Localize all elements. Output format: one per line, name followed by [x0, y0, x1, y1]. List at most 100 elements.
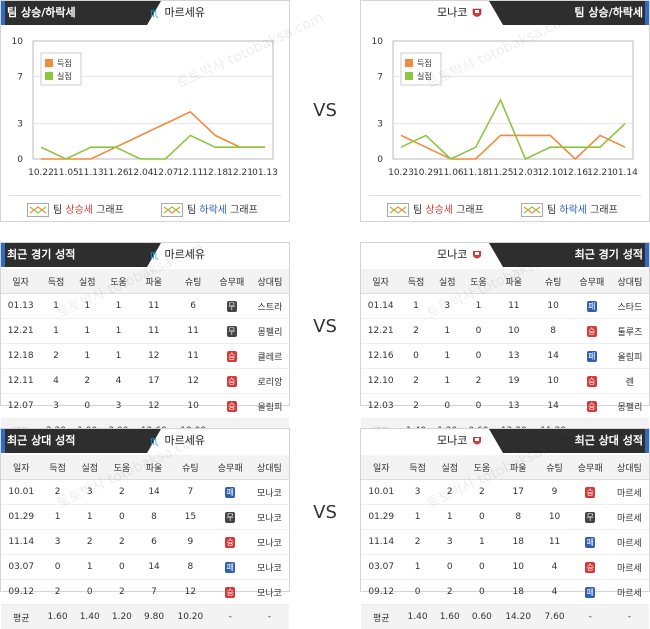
- result-badge: 패: [585, 537, 595, 548]
- monaco-emblem-icon: [471, 249, 483, 261]
- result-cell: 승: [573, 394, 611, 419]
- table-cell: 9: [170, 530, 211, 555]
- average-cell: 10.20: [170, 605, 211, 629]
- table-cell: 12: [134, 394, 173, 419]
- table-cell: 1: [432, 319, 463, 344]
- y-tick-label: 10: [12, 37, 24, 47]
- result-badge: 패: [587, 301, 597, 312]
- table-cell: 1: [103, 319, 134, 344]
- x-tick-label: 12.16: [562, 168, 588, 178]
- column-header: 상대팀: [611, 269, 649, 294]
- average-cell: -: [211, 605, 250, 629]
- table-cell: 12.18: [1, 344, 40, 369]
- recent-team-right: 모나코: [437, 247, 483, 263]
- average-cell: 1.40: [402, 605, 434, 629]
- column-header: 승무패: [571, 455, 610, 480]
- table-cell: 6: [138, 530, 170, 555]
- result-cell: 패: [211, 555, 250, 580]
- table-cell: 17: [134, 369, 173, 394]
- table-cell: 0: [434, 555, 466, 580]
- result-cell: 승: [211, 580, 250, 605]
- table-cell: 8: [498, 505, 539, 530]
- table-cell: 모나코: [250, 530, 289, 555]
- table-cell: 14: [533, 344, 572, 369]
- result-badge: 승: [587, 401, 597, 412]
- x-tick-label: 10.23: [388, 168, 414, 178]
- table-cell: 0: [72, 394, 103, 419]
- table-cell: 0: [466, 580, 498, 605]
- table-cell: 모나코: [250, 480, 289, 505]
- column-header: 승무패: [213, 269, 251, 294]
- table-cell: 0: [106, 555, 138, 580]
- table-cell: 2: [400, 369, 431, 394]
- result-badge: 무: [227, 301, 237, 312]
- table-cell: 8: [533, 319, 572, 344]
- average-cell: 1.20: [106, 605, 138, 629]
- table-cell: 1: [466, 530, 498, 555]
- legend-swatch-down: [405, 72, 413, 80]
- table-cell: 3: [42, 530, 74, 555]
- table-cell: 2: [463, 369, 494, 394]
- legend-down-right: 팀 하락세 그래프: [521, 201, 618, 217]
- result-cell: 패: [573, 344, 611, 369]
- result-badge: 승: [225, 537, 235, 548]
- average-cell: 평균: [361, 605, 402, 629]
- result-badge: 승: [585, 562, 595, 573]
- result-cell: 승: [213, 344, 251, 369]
- x-tick-label: 11.06: [438, 168, 464, 178]
- table-cell: 13: [494, 344, 533, 369]
- table-cell: 1: [432, 369, 463, 394]
- recent-header-left: 최근 경기 성적: [1, 243, 147, 267]
- table-cell: 8: [170, 555, 211, 580]
- result-badge: 패: [225, 487, 235, 498]
- table-cell: 10: [533, 294, 572, 319]
- table-cell: 올림피: [251, 394, 289, 419]
- y-tick-label: 7: [377, 72, 383, 82]
- table-cell: 0: [463, 344, 494, 369]
- legend-down-left: 팀 하락세 그래프: [161, 201, 258, 217]
- table-cell: 3: [40, 394, 71, 419]
- table-cell: 12: [134, 344, 173, 369]
- average-cell: 0.60: [466, 605, 498, 629]
- result-badge: 패: [225, 562, 235, 573]
- y-tick-label: 3: [17, 120, 23, 130]
- column-header: 상대팀: [250, 455, 289, 480]
- legend-label-up: 득점: [57, 58, 72, 68]
- average-cell: 14.20: [498, 605, 539, 629]
- table-cell: 모나코: [250, 580, 289, 605]
- x-tick-label: 12.10: [537, 168, 563, 178]
- table-cell: 4: [103, 369, 134, 394]
- table-cell: 17: [498, 480, 539, 505]
- average-cell: 1.60: [434, 605, 466, 629]
- average-cell: -: [571, 605, 610, 629]
- x-tick-label: 11.18: [463, 168, 489, 178]
- table-cell: 0: [74, 580, 106, 605]
- result-cell: 승: [213, 394, 251, 419]
- result-cell: 승: [571, 555, 610, 580]
- vs-label-recent: VS: [305, 316, 345, 337]
- legend-up-swatch-icon: [27, 203, 49, 217]
- result-badge: 패: [585, 587, 595, 598]
- x-tick-label: 01.14: [612, 168, 638, 178]
- table-cell: 7: [170, 480, 211, 505]
- result-cell: 무: [213, 319, 251, 344]
- table-cell: 2: [400, 319, 431, 344]
- x-tick-label: 01.13: [252, 168, 278, 178]
- table-cell: 마르세: [610, 580, 649, 605]
- x-tick-label: 12.11: [177, 168, 203, 178]
- table-cell: 01.14: [361, 294, 400, 319]
- table-cell: 10: [498, 555, 539, 580]
- table-cell: 0: [463, 394, 494, 419]
- table-cell: 12.10: [361, 369, 400, 394]
